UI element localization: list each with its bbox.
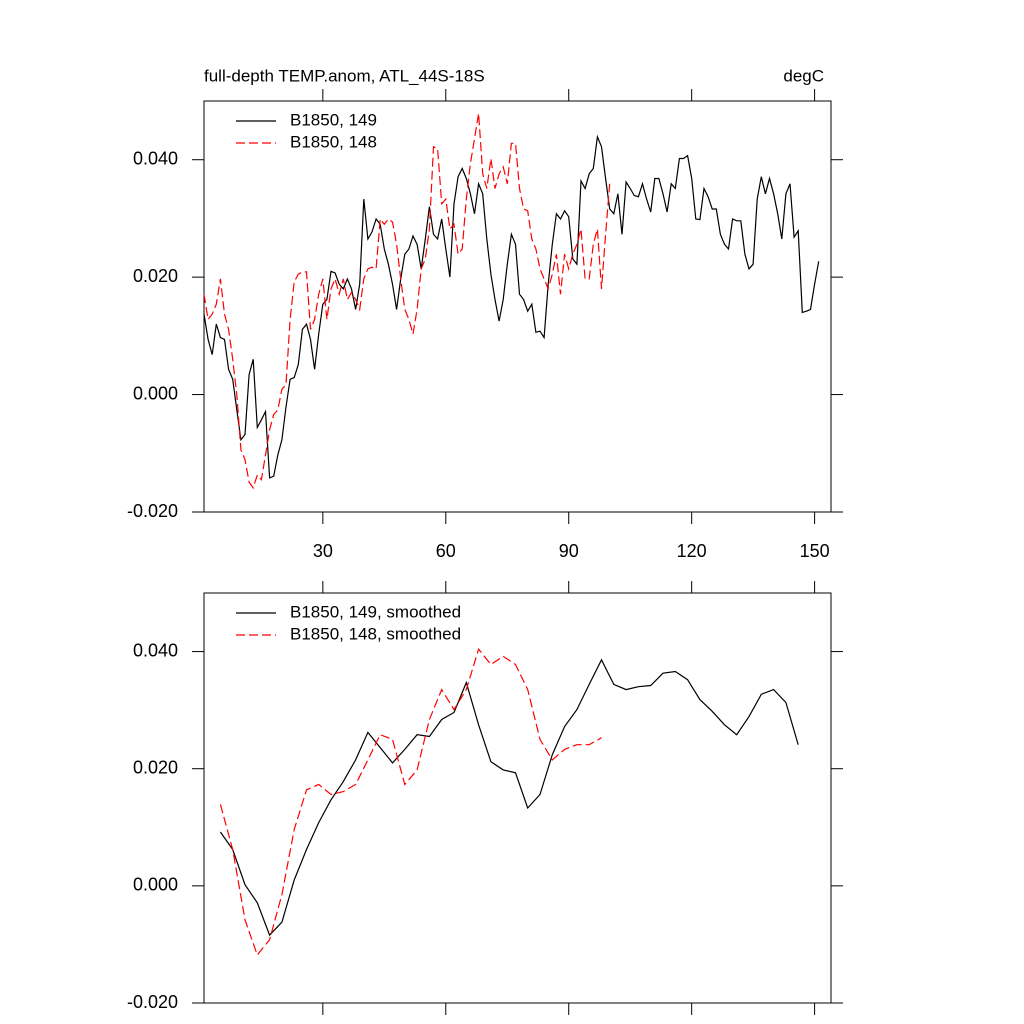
data-line: [203, 113, 611, 490]
x-tick-label: 150: [800, 541, 830, 561]
y-tick-label: 0.020: [133, 266, 178, 286]
x-tick-label: 60: [436, 541, 456, 561]
legend-label: B1850, 148: [290, 132, 377, 151]
data-line: [219, 647, 602, 957]
y-tick-label: 0.020: [133, 757, 178, 777]
x-tick-label: 30: [313, 541, 333, 561]
plot-frame: [203, 100, 832, 513]
y-tick-label: -0.020: [127, 501, 178, 521]
data-line: [219, 658, 799, 937]
y-tick-label: 0.000: [133, 383, 178, 403]
legend-label: B1850, 148, smoothed: [290, 624, 461, 643]
y-tick-label: 0.040: [133, 640, 178, 660]
chart-title: full-depth TEMP.anom, ATL_44S-18S: [204, 66, 485, 85]
y-tick-label: 0.040: [133, 148, 178, 168]
units-label: degC: [783, 66, 824, 85]
legend-label: B1850, 149, smoothed: [290, 602, 461, 621]
y-tick-label: 0.000: [133, 875, 178, 895]
x-tick-label: 90: [559, 541, 579, 561]
y-tick-label: -0.020: [127, 992, 178, 1012]
plot-frame: [203, 592, 832, 1004]
legend-label: B1850, 149: [290, 110, 377, 129]
data-line: [203, 134, 820, 479]
x-tick-label: 120: [677, 541, 707, 561]
